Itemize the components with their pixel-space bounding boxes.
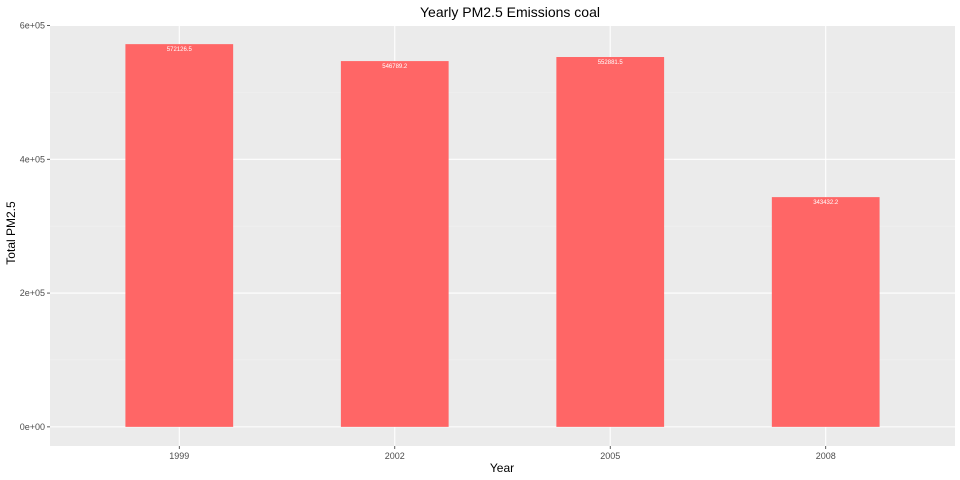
bar-value-label: 552881.5 <box>598 60 624 66</box>
bar-2005 <box>556 57 665 427</box>
bar-value-label: 572126.5 <box>167 47 193 53</box>
bar-2002 <box>340 61 449 427</box>
x-axis: 1999 2002 2005 2008 <box>169 446 836 461</box>
y-axis-title: Total PM2.5 <box>4 201 18 265</box>
y-tick-label: 4e+05 <box>20 154 45 164</box>
bar-2008 <box>771 197 880 427</box>
y-axis: 0e+00 2e+05 4e+05 6e+05 <box>20 20 50 432</box>
x-tick-label: 1999 <box>169 451 189 461</box>
x-tick-label: 2002 <box>385 451 405 461</box>
bars <box>125 44 880 427</box>
y-tick-label: 2e+05 <box>20 288 45 298</box>
bar-labels: 572126.5 546789.2 552881.5 343432.2 <box>167 47 839 206</box>
bar-value-label: 546789.2 <box>382 64 408 70</box>
x-tick-label: 2005 <box>600 451 620 461</box>
bar-value-label: 343432.2 <box>813 200 839 206</box>
y-tick-label: 0e+00 <box>20 422 45 432</box>
x-axis-title: Year <box>490 461 514 475</box>
chart-title: Yearly PM2.5 Emissions coal <box>420 4 600 20</box>
x-tick-label: 2008 <box>816 451 836 461</box>
bar-1999 <box>125 44 234 427</box>
y-tick-label: 6e+05 <box>20 20 45 30</box>
